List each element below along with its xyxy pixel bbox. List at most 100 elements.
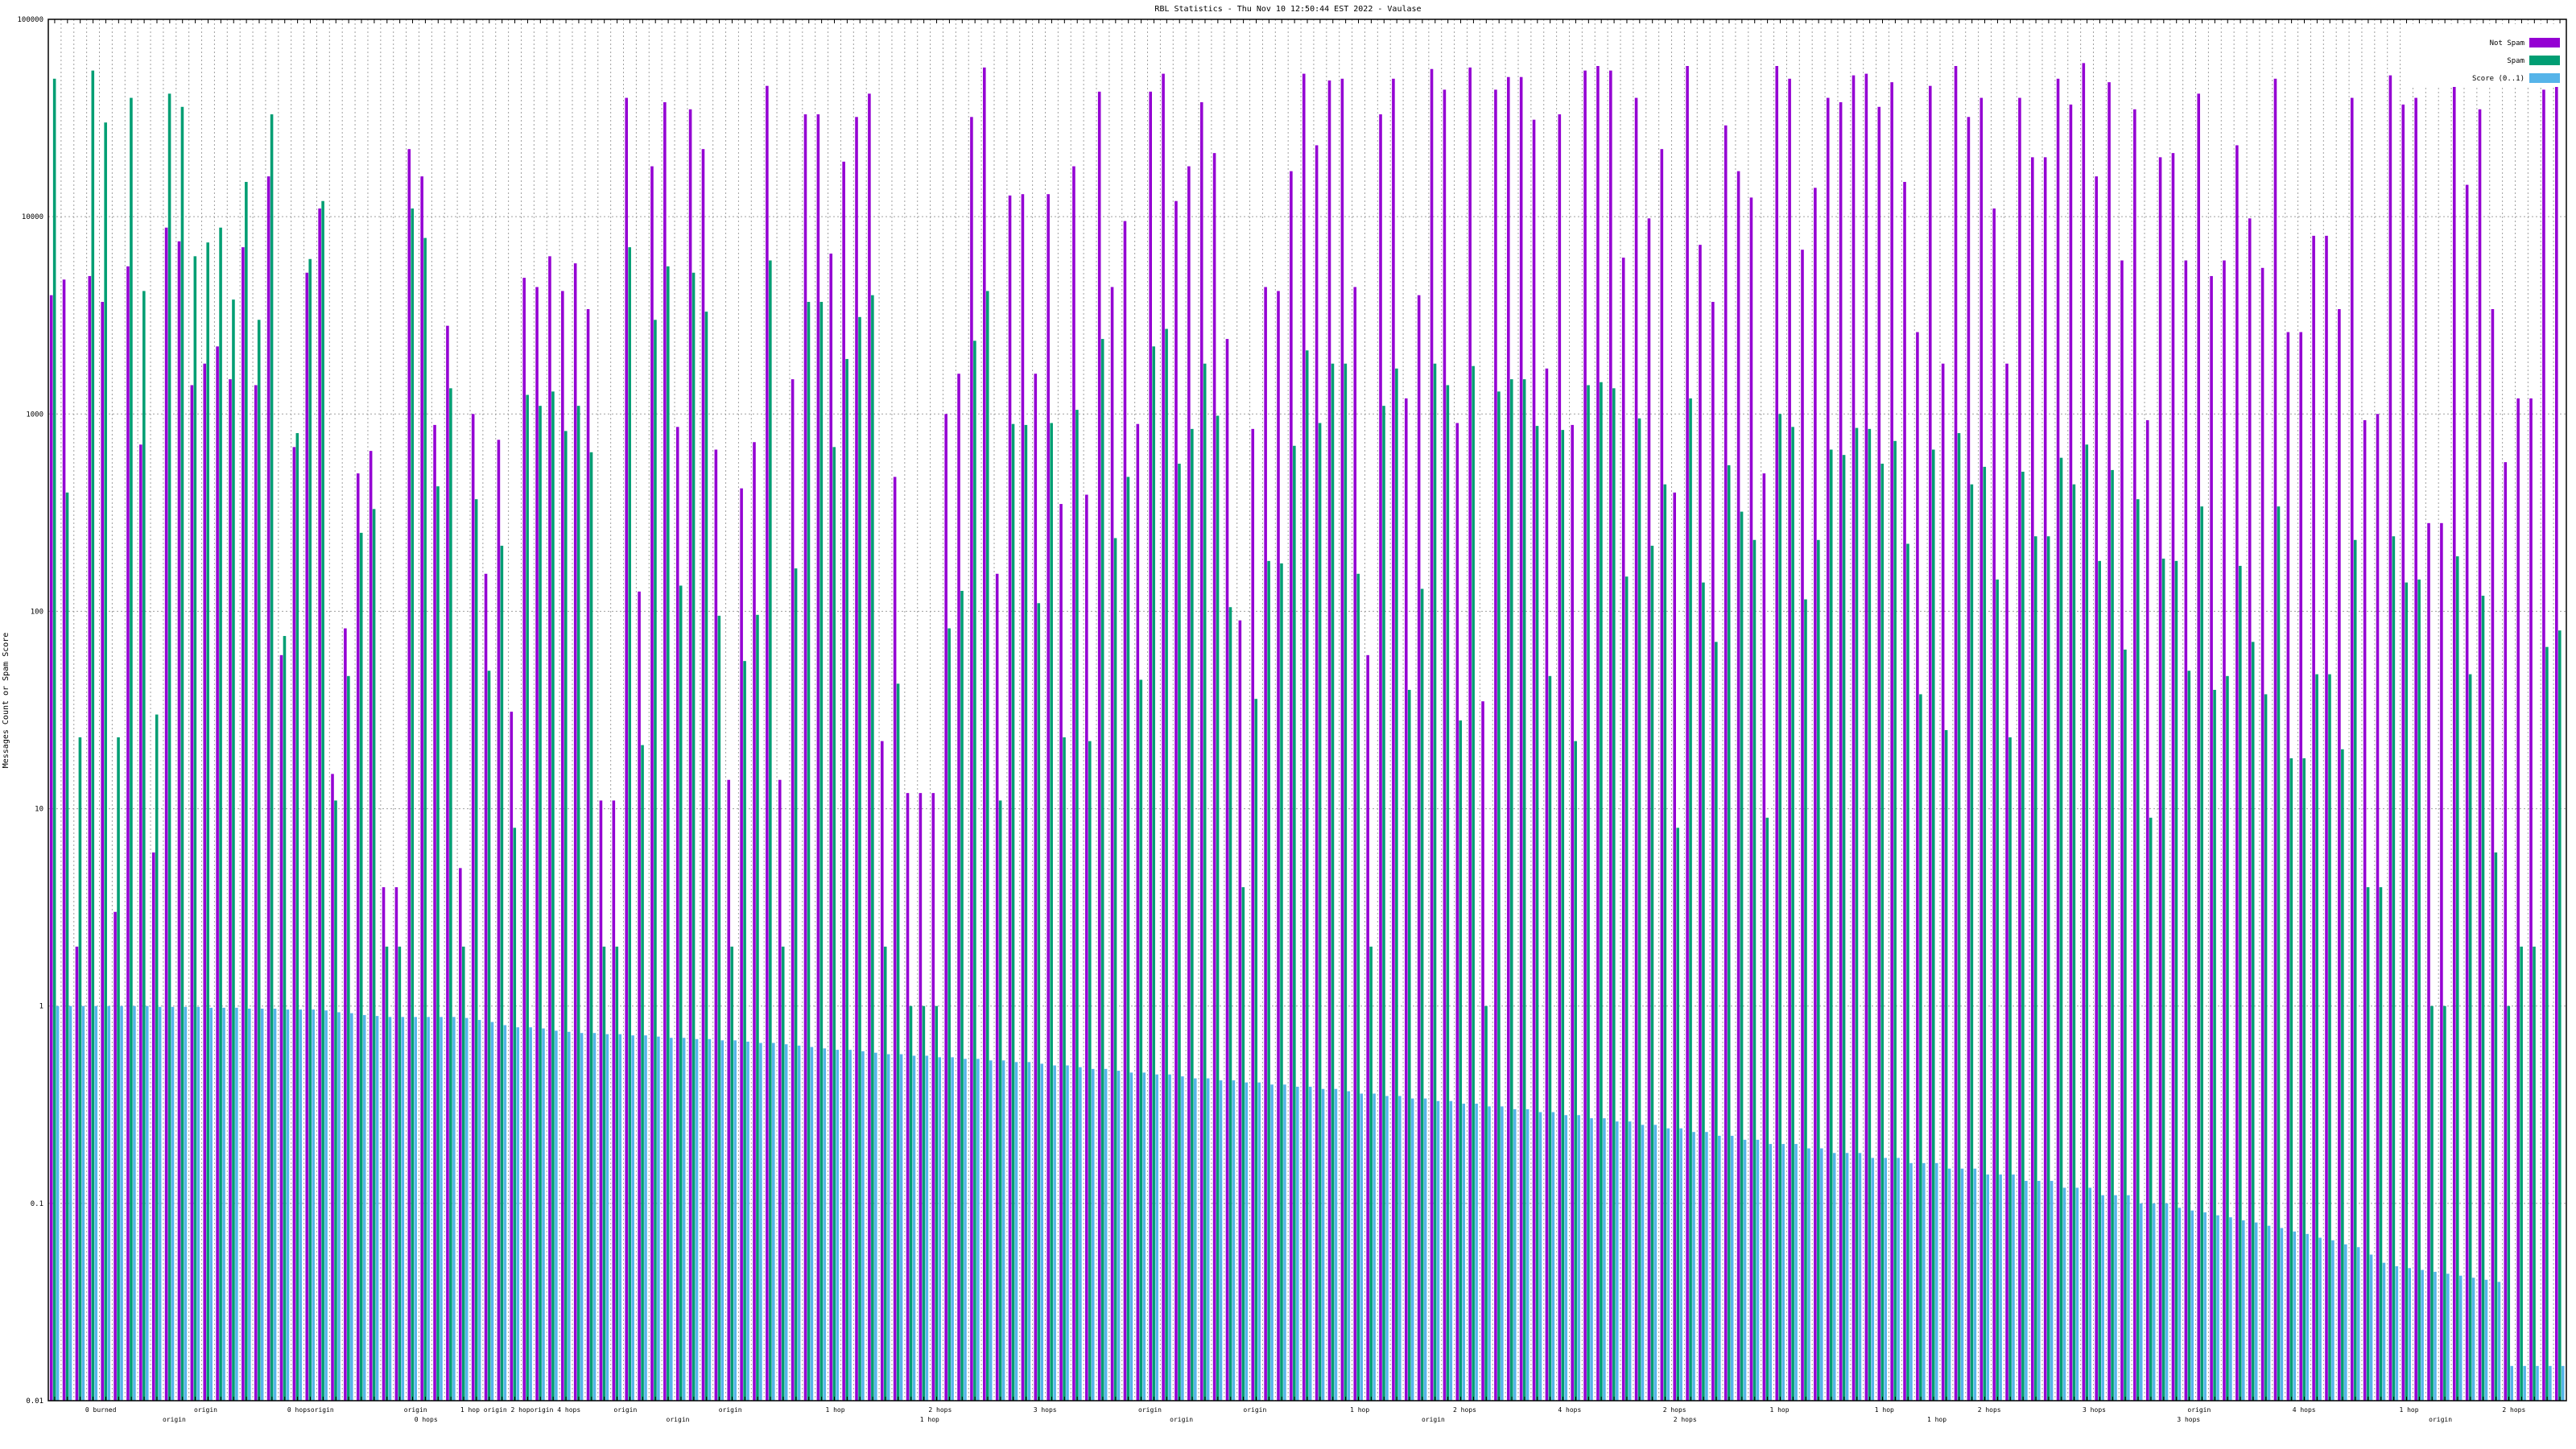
- bar-spam: [526, 394, 529, 1401]
- bar-spam: [1280, 563, 1283, 1401]
- bar-not-spam: [2235, 145, 2239, 1401]
- bar-score: [1283, 1084, 1286, 1401]
- bar-score: [1858, 1153, 1862, 1401]
- bar-spam: [641, 745, 644, 1401]
- bar-spam: [167, 93, 171, 1401]
- bar-spam: [1407, 689, 1411, 1401]
- bar-spam: [283, 636, 287, 1401]
- bar-score: [94, 1005, 98, 1401]
- x-category-label: 3 hops: [1034, 1406, 1057, 1414]
- bar-not-spam: [2018, 97, 2021, 1402]
- bar-score: [1718, 1135, 1721, 1401]
- bar-not-spam: [1545, 368, 1549, 1401]
- bar-spam: [679, 585, 683, 1401]
- bar-spam: [909, 1005, 913, 1401]
- bar-score: [1475, 1104, 1478, 1401]
- bar-score: [2114, 1195, 2117, 1401]
- bar-score: [874, 1052, 877, 1401]
- bar-score: [1999, 1174, 2002, 1401]
- bar-score: [1769, 1144, 1773, 1401]
- bar-spam: [717, 615, 721, 1401]
- bar-score: [145, 1005, 149, 1401]
- bar-not-spam: [229, 379, 232, 1402]
- bar-not-spam: [2223, 260, 2226, 1402]
- bar-spam: [2392, 536, 2396, 1402]
- bar-spam: [1624, 576, 1629, 1401]
- bar-not-spam: [2184, 260, 2188, 1402]
- bar-spam: [104, 122, 107, 1402]
- bar-not-spam: [1149, 91, 1152, 1402]
- bar-not-spam: [242, 247, 245, 1401]
- bar-spam: [1509, 379, 1513, 1402]
- bar-not-spam: [1686, 65, 1689, 1402]
- bar-spam: [1829, 449, 1833, 1402]
- bar-score: [1385, 1096, 1389, 1401]
- bar-not-spam: [1366, 654, 1369, 1401]
- bar-not-spam: [1711, 301, 1715, 1401]
- bar-score: [464, 1018, 469, 1401]
- bar-spam: [193, 256, 197, 1401]
- bar-spam: [295, 433, 299, 1402]
- bar-not-spam: [522, 278, 526, 1401]
- bar-not-spam: [1379, 114, 1382, 1402]
- bar-score: [644, 1035, 647, 1401]
- bar-score: [2101, 1195, 2104, 1401]
- bar-spam: [2443, 1005, 2446, 1401]
- x-tick-labels: 0 burned origin 0 hopsorigin origin 1 hop or…: [54, 19, 2561, 1423]
- bar-not-spam: [599, 800, 603, 1401]
- bar-not-spam: [2286, 332, 2290, 1401]
- bar-not-spam: [2350, 97, 2354, 1402]
- bar-spam: [2008, 737, 2012, 1401]
- bar-not-spam: [2529, 398, 2533, 1401]
- bar-spam: [896, 683, 900, 1401]
- bar-not-spam: [842, 161, 845, 1402]
- bar-spam: [1063, 737, 1066, 1401]
- bar-score: [452, 1017, 456, 1401]
- bar-spam: [2289, 758, 2293, 1401]
- bar-spam: [2520, 946, 2523, 1401]
- bar-score: [1488, 1106, 1491, 1401]
- bar-spam: [1727, 464, 1731, 1401]
- bar-not-spam: [2133, 109, 2136, 1402]
- bar-score: [1666, 1128, 1670, 1401]
- bar-score: [2549, 1365, 2552, 1401]
- bar-not-spam: [2248, 218, 2252, 1402]
- bar-not-spam: [1302, 73, 1306, 1402]
- bar-spam: [461, 946, 465, 1401]
- bar-spam: [2417, 579, 2421, 1401]
- bar-spam: [2545, 646, 2549, 1401]
- bar-score: [1641, 1125, 1645, 1401]
- bar-not-spam: [701, 149, 705, 1401]
- bar-score: [2536, 1365, 2539, 1401]
- x-category-label: 2 hops: [928, 1406, 952, 1414]
- bar-not-spam: [471, 414, 475, 1402]
- bar-not-spam: [638, 591, 641, 1401]
- bar-not-spam: [548, 256, 551, 1401]
- bar-not-spam: [2401, 104, 2405, 1401]
- bar-spam: [935, 1005, 939, 1401]
- bar-spam: [2059, 457, 2063, 1401]
- x-category-label: origin: [613, 1406, 637, 1414]
- bar-score: [1040, 1063, 1044, 1401]
- bar-spam: [2341, 749, 2344, 1401]
- bar-spam: [1228, 607, 1232, 1401]
- bar-score: [2344, 1244, 2347, 1401]
- bar-score: [810, 1046, 814, 1401]
- bar-spam: [1446, 385, 1450, 1401]
- bar-score: [1679, 1128, 1682, 1401]
- bar-spam: [1191, 428, 1194, 1401]
- bar-not-spam: [2107, 82, 2111, 1401]
- grid-lines: [47, 19, 2567, 1401]
- bar-spam: [1970, 484, 1974, 1402]
- bar-score: [772, 1042, 775, 1401]
- bar-not-spam: [1877, 106, 1881, 1401]
- bar-spam: [1561, 430, 1565, 1401]
- bar-not-spam: [1468, 67, 1472, 1401]
- bar-score: [477, 1020, 481, 1401]
- bar-score: [1334, 1088, 1338, 1401]
- bar-score: [503, 1025, 507, 1401]
- bar-not-spam: [1814, 188, 1817, 1402]
- x-category-label: 4 hops: [2293, 1406, 2316, 1414]
- bar-spam: [411, 208, 415, 1401]
- bar-score: [401, 1017, 405, 1401]
